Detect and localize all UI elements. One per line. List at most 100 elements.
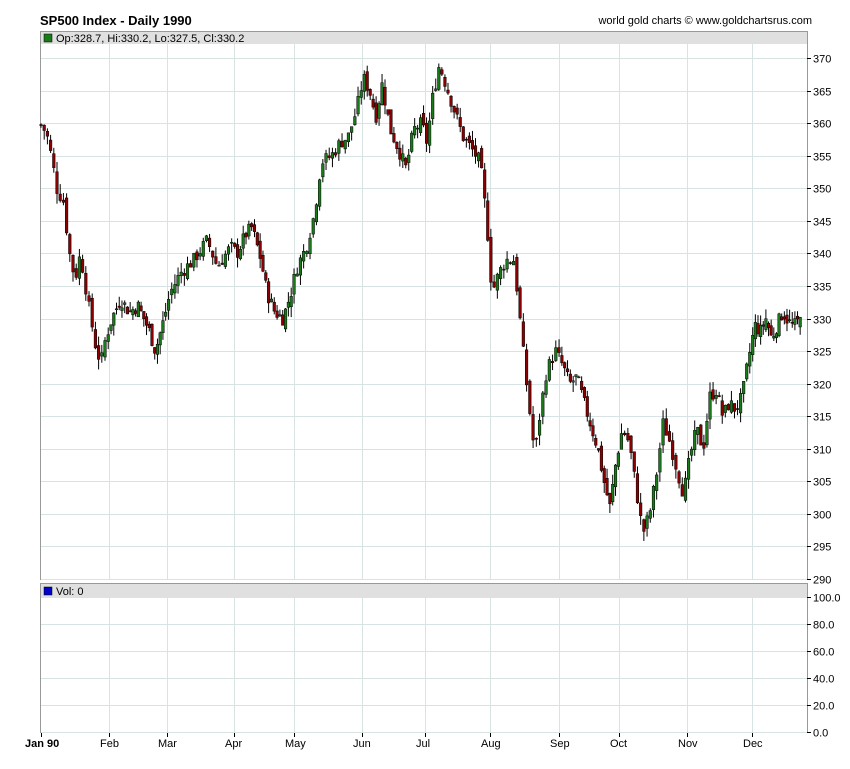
candle-body xyxy=(745,363,749,380)
candle-body xyxy=(440,69,444,75)
candle-body xyxy=(632,451,636,472)
candle-body xyxy=(74,268,78,278)
candle-body xyxy=(661,418,665,446)
candle-body xyxy=(683,477,688,501)
candle-body xyxy=(793,318,797,325)
candle-body xyxy=(512,261,516,266)
candle-body xyxy=(464,138,468,141)
candle-body xyxy=(164,311,168,317)
candle-body xyxy=(568,373,572,382)
volume-y-axis: 0.0 20.0 40.0 60.0 80.0 100.0 xyxy=(807,593,841,740)
candle-body xyxy=(419,117,423,133)
candle-body xyxy=(756,323,760,335)
candle-body xyxy=(356,96,360,115)
x-tick-label: Aug xyxy=(481,738,501,750)
candle-body xyxy=(648,510,652,519)
candle-body xyxy=(179,271,183,277)
candle-body xyxy=(226,246,231,255)
candle-body xyxy=(780,316,784,321)
candle-body xyxy=(97,345,101,360)
candle-body xyxy=(139,305,143,311)
candle-body xyxy=(68,234,72,255)
price-y-tick-label: 320 xyxy=(813,380,831,392)
candle-body xyxy=(158,332,162,346)
candle-body xyxy=(87,295,91,302)
candle-body xyxy=(284,308,288,330)
candle-body xyxy=(761,324,765,327)
candle-body xyxy=(766,322,771,328)
candle-body xyxy=(278,314,282,317)
candle-body xyxy=(677,471,681,484)
candle-body xyxy=(131,309,135,316)
candle-body xyxy=(425,122,429,144)
candle-body xyxy=(371,98,375,108)
candle-body xyxy=(515,257,519,292)
price-y-tick-label: 350 xyxy=(813,184,831,196)
candle-body xyxy=(250,223,254,228)
candle-body xyxy=(58,193,62,201)
price-y-tick-label: 355 xyxy=(813,152,831,164)
candle-body xyxy=(258,240,262,259)
candle-body xyxy=(142,311,146,320)
candle-body xyxy=(410,132,414,152)
x-tick-label: Sep xyxy=(550,738,570,750)
candle-body xyxy=(492,281,496,288)
candle-body xyxy=(45,131,49,137)
candle-body xyxy=(377,103,381,119)
candle-body xyxy=(211,250,215,258)
candle-body xyxy=(594,438,598,446)
candle-body xyxy=(204,235,208,241)
volume-legend-swatch xyxy=(43,586,53,596)
x-tick-label: Mar xyxy=(158,738,177,750)
candle-body xyxy=(458,117,462,127)
candle-body xyxy=(616,452,620,467)
candle-body xyxy=(437,67,441,90)
x-tick-label: Dec xyxy=(743,738,763,750)
chart-credit: world gold charts © www.goldchartsrus.co… xyxy=(598,15,812,27)
candle-body xyxy=(374,102,378,123)
candle-body xyxy=(286,301,290,308)
candle-body xyxy=(582,387,587,398)
candle-body xyxy=(571,380,575,383)
x-tick-label: Feb xyxy=(100,738,119,750)
volume-y-tick-label: 20.0 xyxy=(813,701,834,713)
candle-body xyxy=(42,124,46,131)
candle-body xyxy=(742,381,746,394)
candle-body xyxy=(362,74,366,92)
candle-body xyxy=(658,448,662,473)
candle-body xyxy=(161,320,165,334)
candle-body xyxy=(167,299,171,311)
candle-body xyxy=(759,324,763,337)
candle-body xyxy=(305,251,309,254)
candle-body xyxy=(554,347,558,361)
candle-body xyxy=(144,316,149,326)
candle-body xyxy=(699,424,703,446)
candle-body xyxy=(613,464,618,488)
candle-body xyxy=(585,396,589,417)
candle-body xyxy=(261,254,265,272)
candle-body xyxy=(772,335,776,339)
price-y-tick-label: 365 xyxy=(813,87,831,99)
candle-body xyxy=(483,169,487,199)
candle-body xyxy=(528,380,532,414)
candle-body xyxy=(350,126,354,133)
candle-body xyxy=(434,88,438,91)
candle-body xyxy=(123,302,127,305)
candle-body xyxy=(547,359,551,381)
candle-body xyxy=(330,152,334,159)
candle-body xyxy=(717,395,721,397)
candle-body xyxy=(392,133,396,143)
candle-body xyxy=(241,233,245,249)
candle-body xyxy=(55,171,59,194)
price-y-tick-label: 370 xyxy=(813,54,831,66)
price-legend-bar xyxy=(41,32,807,44)
candle-body xyxy=(446,89,450,94)
candle-body xyxy=(470,140,475,150)
candle-body xyxy=(541,392,545,417)
candle-body xyxy=(480,148,484,169)
candle-body xyxy=(443,77,447,87)
price-y-tick-label: 305 xyxy=(813,477,831,489)
price-y-tick-label: 345 xyxy=(813,217,831,229)
volume-legend-bar xyxy=(41,584,807,598)
